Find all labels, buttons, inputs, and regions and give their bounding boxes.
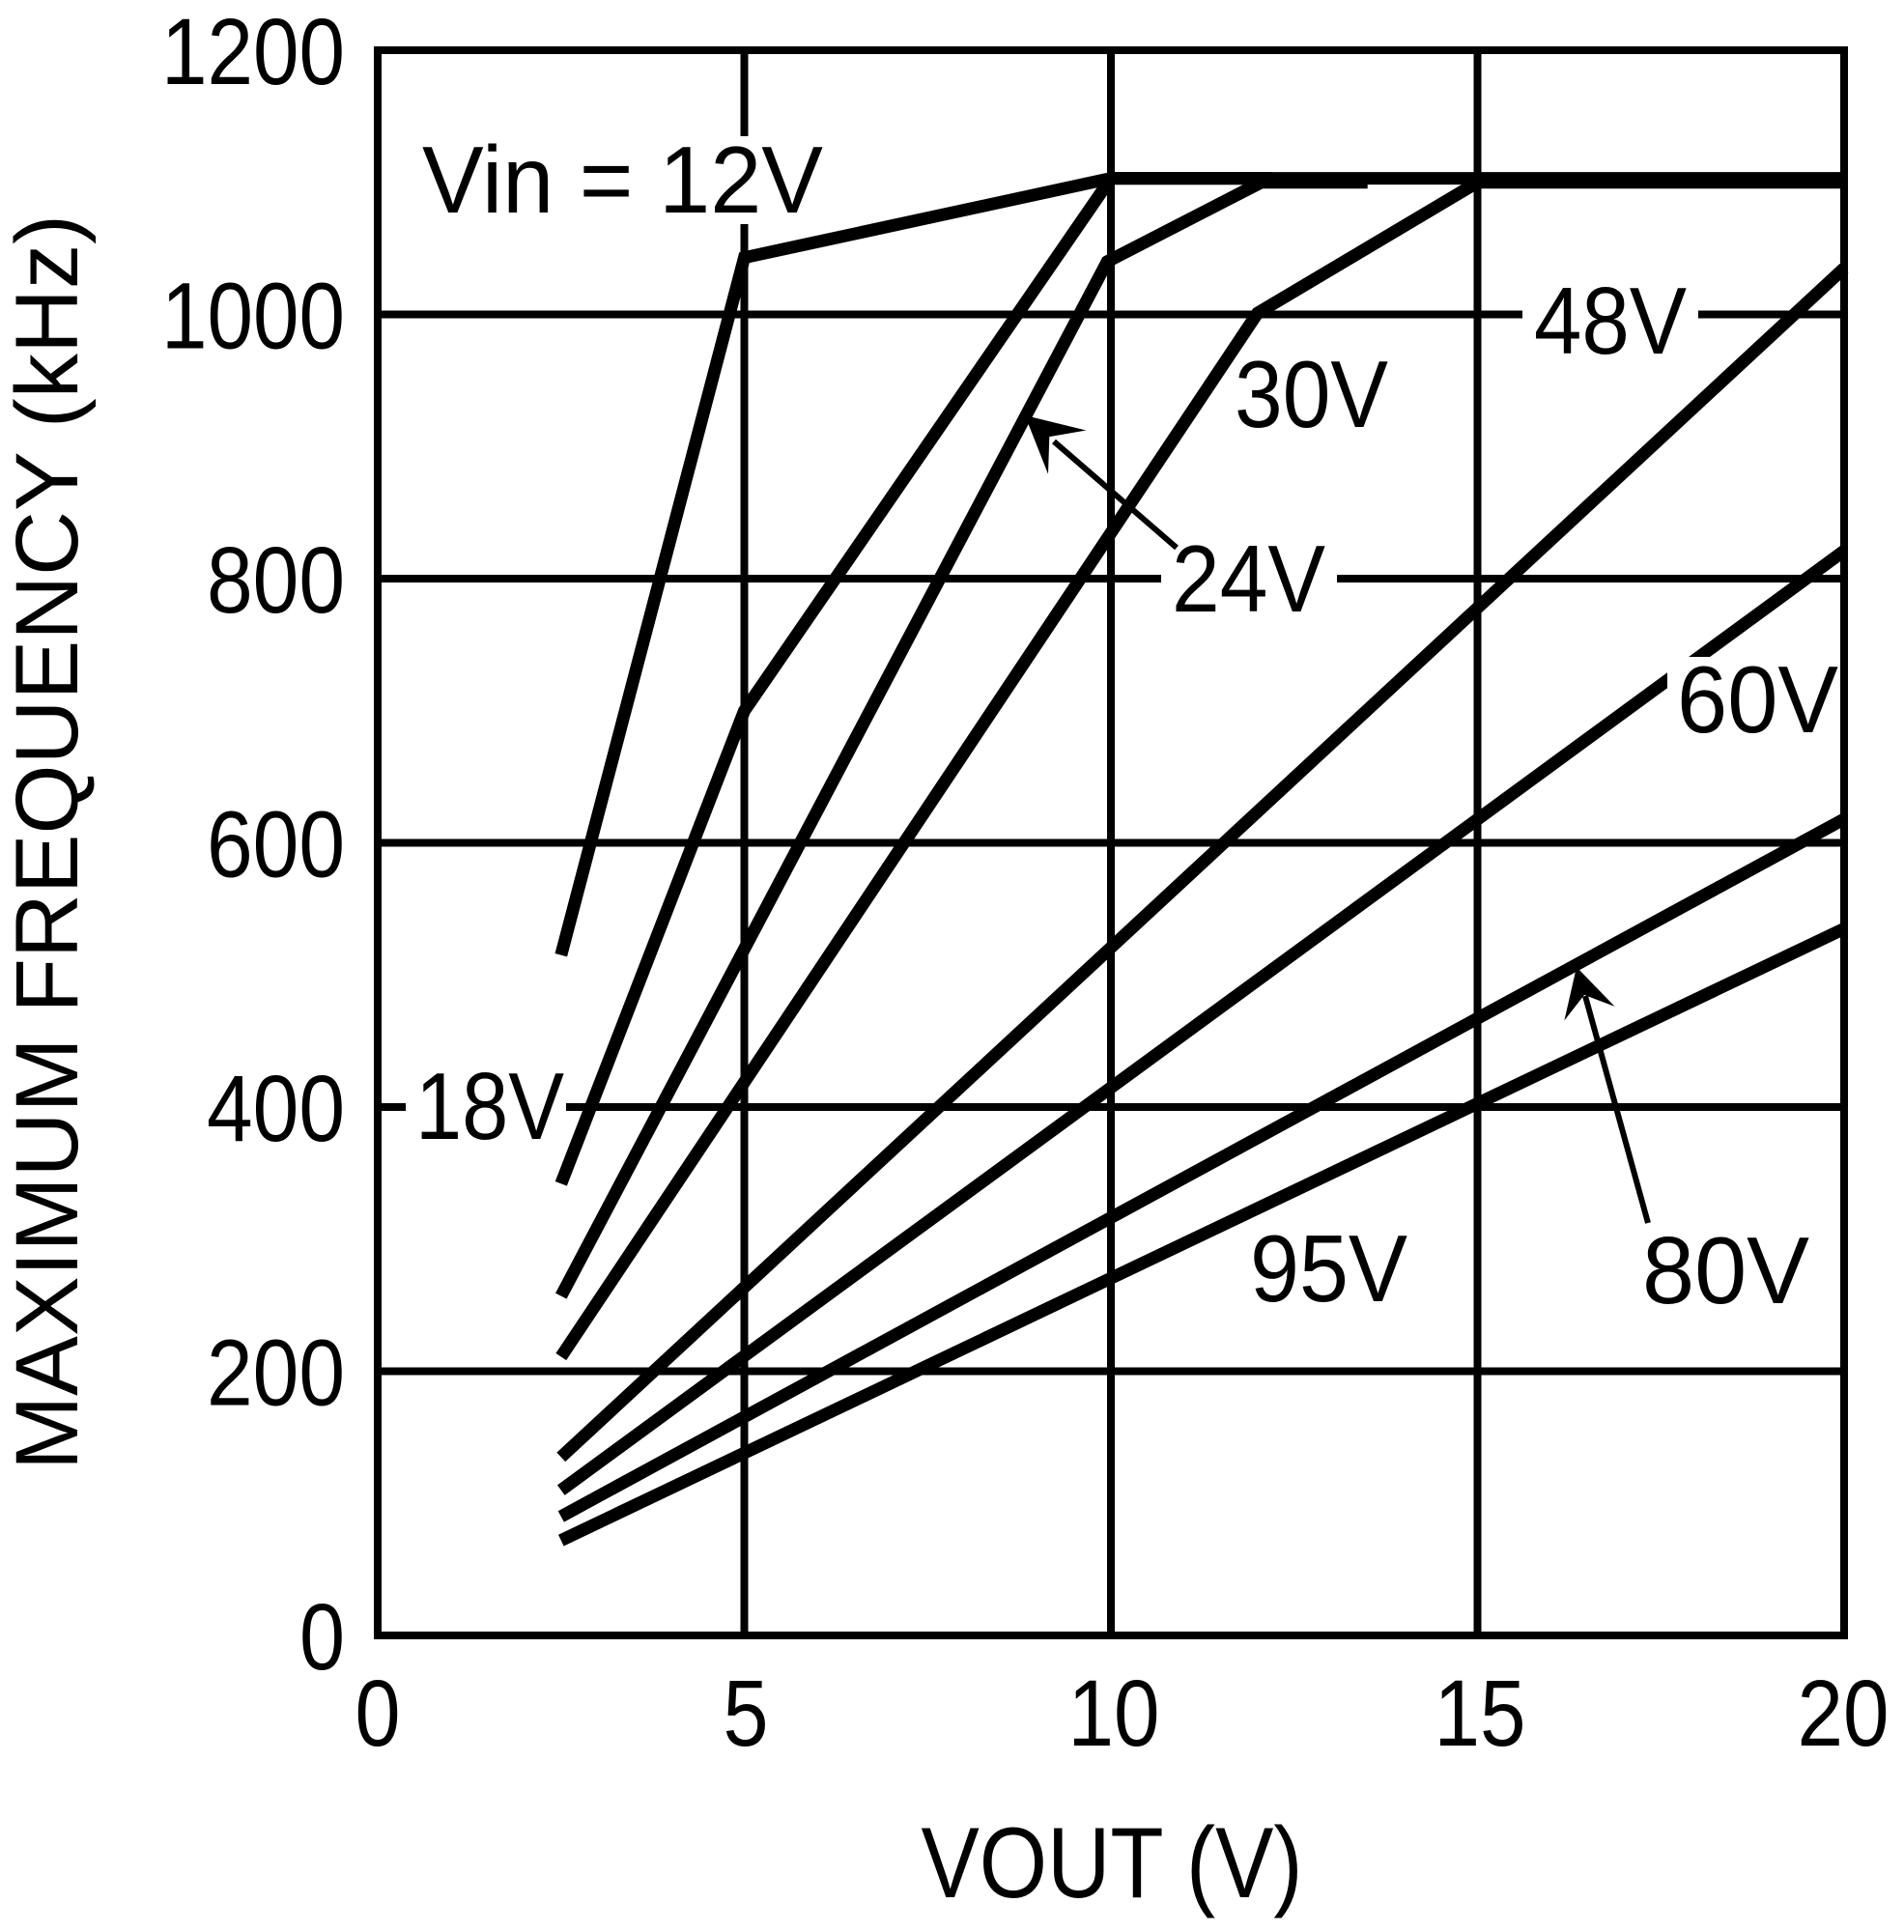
svg-text:95V: 95V [1250,1215,1407,1321]
svg-text:24V: 24V [1172,526,1325,632]
svg-text:0: 0 [299,1584,345,1690]
svg-text:60V: 60V [1677,646,1838,753]
svg-text:600: 600 [207,792,345,897]
svg-text:800: 800 [207,527,345,633]
svg-text:400: 400 [207,1056,345,1161]
svg-text:80V: 80V [1642,1217,1809,1323]
svg-text:18V: 18V [415,1053,564,1159]
svg-text:0: 0 [355,1661,401,1766]
svg-text:48V: 48V [1534,268,1687,374]
svg-text:MAXIMUM FREQUENCY (kHz): MAXIMUM FREQUENCY (kHz) [0,214,97,1470]
svg-text:VOUT (V): VOUT (V) [922,1807,1303,1919]
svg-text:Vin = 12V: Vin = 12V [422,127,823,233]
svg-text:5: 5 [724,1661,769,1766]
svg-text:30V: 30V [1235,341,1388,447]
svg-text:1000: 1000 [161,264,345,369]
svg-text:20: 20 [1798,1661,1890,1766]
svg-text:200: 200 [207,1321,345,1426]
svg-text:15: 15 [1435,1661,1526,1766]
svg-text:10: 10 [1068,1661,1160,1766]
svg-text:1200: 1200 [161,0,345,104]
